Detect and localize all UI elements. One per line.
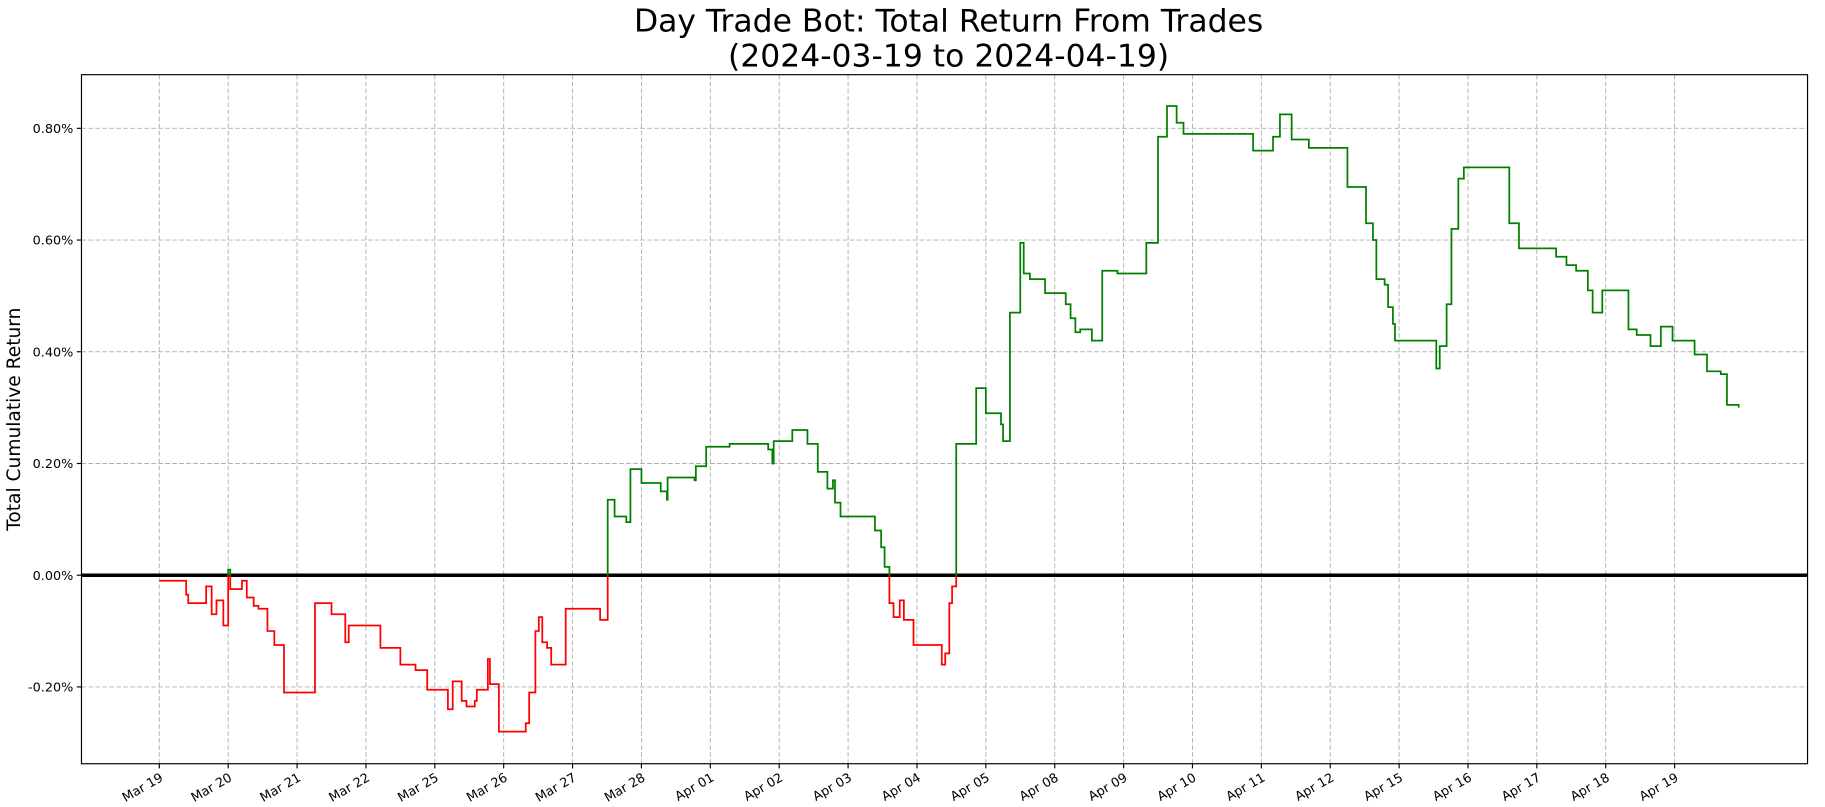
return-line <box>606 429 891 576</box>
x-tick-label: Apr 11 <box>1224 770 1268 804</box>
x-tick-label: Apr 18 <box>1568 770 1612 804</box>
return-line <box>159 575 230 627</box>
return-line <box>227 568 232 576</box>
x-tick-label: Apr 03 <box>810 770 854 804</box>
x-tick-label: Mar 21 <box>258 770 304 805</box>
x-tick-label: Mar 20 <box>189 770 235 805</box>
x-tick-label: Apr 05 <box>948 770 992 804</box>
x-tick-label: Mar 22 <box>327 770 373 805</box>
x-tick-label: Apr 16 <box>1430 770 1474 804</box>
x-tick-label: Mar 27 <box>533 770 579 805</box>
x-tick-label: Mar 25 <box>395 770 441 805</box>
return-line <box>955 105 1740 576</box>
y-tick-label: 0.00% <box>33 569 74 584</box>
return-line <box>888 575 958 666</box>
x-tick-label: Apr 15 <box>1361 770 1405 804</box>
x-tick-label: Apr 04 <box>879 770 923 804</box>
x-tick-label: Apr 12 <box>1293 770 1337 804</box>
y-tick-label: 0.60% <box>33 234 74 249</box>
x-tick-label: Apr 01 <box>673 770 717 804</box>
x-tick-label: Apr 09 <box>1086 770 1130 804</box>
chart-title: Day Trade Bot: Total Return From Trades <box>634 4 1263 40</box>
y-tick-label: 0.80% <box>33 122 74 137</box>
chart-subtitle: (2024-03-19 to 2024-04-19) <box>728 39 1169 75</box>
y-axis-label: Total Cumulative Return <box>4 308 25 532</box>
x-tick-label: Apr 17 <box>1499 770 1543 804</box>
x-tick-label: Mar 28 <box>602 770 648 805</box>
y-tick-label: -0.20% <box>28 681 73 696</box>
y-tick-label: 0.20% <box>33 457 74 472</box>
x-tick-label: Apr 08 <box>1017 770 1061 804</box>
x-tick-label: Apr 19 <box>1637 770 1681 804</box>
x-tick-label: Apr 02 <box>742 770 786 804</box>
x-tick-label: Mar 19 <box>120 770 166 805</box>
x-tick-label: Mar 26 <box>464 770 510 805</box>
y-tick-label: 0.40% <box>33 345 74 360</box>
return-line <box>229 575 609 733</box>
plot-frame <box>80 74 1809 765</box>
x-tick-label: Apr 10 <box>1155 770 1199 804</box>
